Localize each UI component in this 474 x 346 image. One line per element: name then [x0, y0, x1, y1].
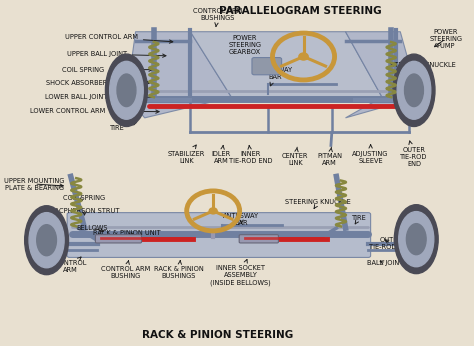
Text: INNER SOCKET
ASSEMBLY
(INSIDE BELLOWS): INNER SOCKET ASSEMBLY (INSIDE BELLOWS) [210, 260, 271, 286]
Ellipse shape [25, 206, 69, 275]
FancyBboxPatch shape [95, 235, 142, 243]
FancyBboxPatch shape [252, 57, 282, 75]
Text: PARALLELOGRAM STEERING: PARALLELOGRAM STEERING [219, 6, 381, 16]
Ellipse shape [117, 74, 136, 107]
Ellipse shape [29, 213, 64, 268]
Circle shape [299, 53, 308, 60]
Text: UPPER BALL JOINT: UPPER BALL JOINT [67, 51, 166, 57]
Text: ANTI-SWAY
BAR: ANTI-SWAY BAR [223, 213, 260, 226]
Text: UPPER CONTROL ARM: UPPER CONTROL ARM [65, 34, 173, 43]
Text: RACK & PINION UNIT: RACK & PINION UNIT [92, 230, 160, 236]
Text: CONTROL ARM
BUSHING: CONTROL ARM BUSHING [101, 261, 150, 280]
Text: POWER
STEERING
GEARBOX: POWER STEERING GEARBOX [228, 36, 262, 64]
Text: INNER
TIE-ROD END: INNER TIE-ROD END [229, 145, 273, 164]
Text: TIRE: TIRE [352, 215, 366, 224]
Text: BELLOWS: BELLOWS [76, 225, 108, 232]
Ellipse shape [393, 54, 435, 127]
Text: STABILIZER
LINK: STABILIZER LINK [168, 145, 205, 164]
Text: TIRE: TIRE [110, 122, 137, 131]
Text: OUTER
TIE-ROD END: OUTER TIE-ROD END [369, 237, 413, 250]
Polygon shape [346, 32, 419, 118]
Text: CENTER
LINK: CENTER LINK [282, 147, 309, 166]
Text: BALL JOINT: BALL JOINT [367, 260, 404, 266]
Text: UPPER MOUNTING
PLATE & BEARING: UPPER MOUNTING PLATE & BEARING [4, 177, 64, 191]
Text: LOWER BALL JOINT: LOWER BALL JOINT [45, 94, 154, 100]
Polygon shape [191, 32, 382, 97]
Text: STEERING KNUCKLE: STEERING KNUCKLE [285, 199, 351, 208]
Ellipse shape [105, 54, 147, 127]
Text: MACPHERSON STRUT: MACPHERSON STRUT [49, 208, 120, 215]
Text: RACK & PINION
BUSHINGS: RACK & PINION BUSHINGS [154, 261, 204, 280]
Polygon shape [127, 32, 231, 118]
Ellipse shape [399, 212, 434, 267]
Ellipse shape [404, 74, 423, 107]
Text: IDLER
ARM: IDLER ARM [212, 145, 231, 164]
Text: POWER
STEERING
PUMP: POWER STEERING PUMP [429, 29, 463, 48]
FancyBboxPatch shape [67, 213, 371, 257]
Text: LOWER CONTROL ARM: LOWER CONTROL ARM [30, 108, 159, 114]
Text: COIL SPRING: COIL SPRING [64, 195, 106, 201]
Text: STEERING KNUCKLE: STEERING KNUCKLE [390, 63, 456, 69]
Ellipse shape [406, 224, 426, 255]
Ellipse shape [109, 61, 143, 119]
Text: OUTER
TIE-ROD
END: OUTER TIE-ROD END [400, 141, 428, 167]
Circle shape [209, 208, 217, 214]
Ellipse shape [397, 61, 431, 119]
Text: COIL SPRING: COIL SPRING [62, 67, 152, 73]
Ellipse shape [394, 205, 438, 274]
Text: RACK & PINION STEERING: RACK & PINION STEERING [142, 330, 293, 340]
FancyBboxPatch shape [239, 235, 278, 243]
Text: ANTI-SWAY
BAR: ANTI-SWAY BAR [257, 66, 293, 86]
Text: SHOCK ABSORBER: SHOCK ABSORBER [46, 80, 150, 86]
Text: ADJUSTING
SLEEVE: ADJUSTING SLEEVE [353, 145, 389, 164]
Text: CONTROL ARM
BUSHINGS: CONTROL ARM BUSHINGS [193, 8, 242, 27]
Text: CONTROL
ARM: CONTROL ARM [55, 257, 87, 273]
Ellipse shape [36, 225, 56, 256]
Text: PITMAN
ARM: PITMAN ARM [317, 147, 342, 166]
